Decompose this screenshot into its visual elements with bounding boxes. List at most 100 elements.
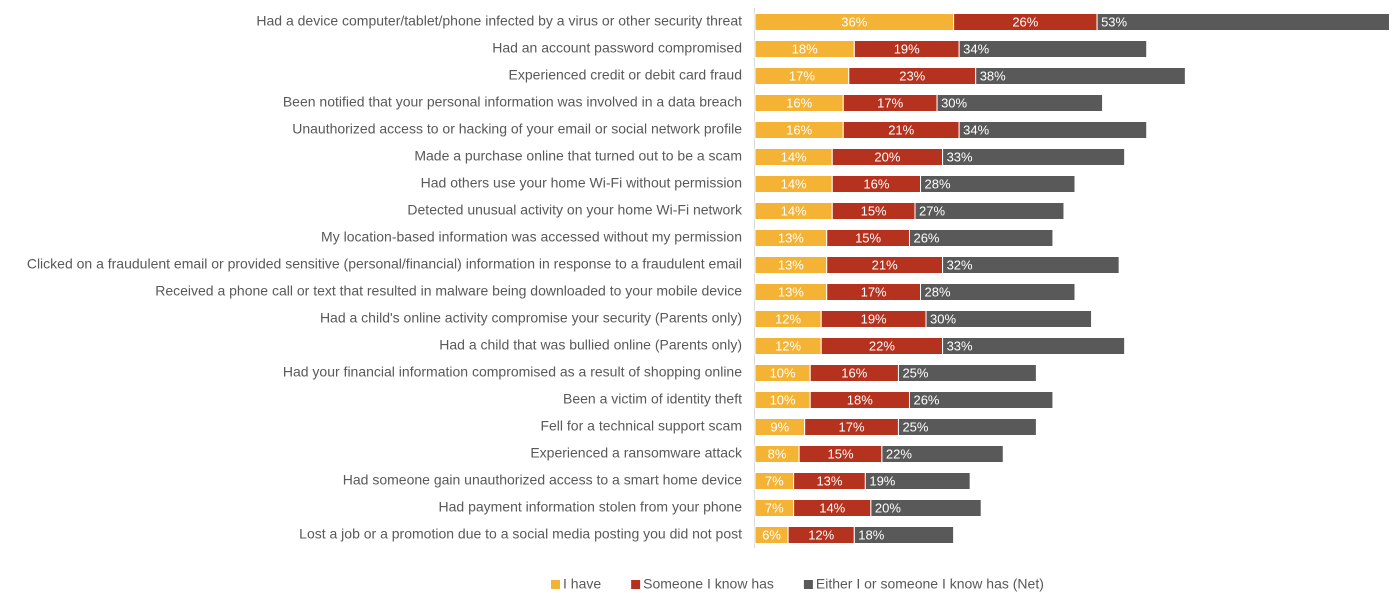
bar-segment <box>958 121 1148 139</box>
value-label: 53% <box>1101 14 1127 29</box>
value-label: 12% <box>808 527 834 542</box>
value-label: 10% <box>770 365 796 380</box>
value-label: 19% <box>894 41 920 56</box>
value-label: 33% <box>947 338 973 353</box>
legend-label: Someone I know has <box>643 576 774 592</box>
legend-swatch <box>803 580 813 589</box>
bar-segment <box>1096 13 1390 31</box>
value-label: 26% <box>913 392 939 407</box>
legend-label: I have <box>563 576 601 592</box>
category-label: Received a phone call or text that resul… <box>155 283 742 299</box>
value-label: 22% <box>869 338 895 353</box>
value-label: 10% <box>770 392 796 407</box>
value-label: 17% <box>789 68 815 83</box>
value-label: 14% <box>781 176 807 191</box>
category-label: Been a victim of identity theft <box>563 391 742 407</box>
value-label: 13% <box>778 230 804 245</box>
category-label: My location-based information was access… <box>321 229 742 245</box>
value-label: 20% <box>875 500 901 515</box>
value-label: 18% <box>858 527 884 542</box>
value-label: 26% <box>1012 14 1038 29</box>
value-label: 34% <box>963 41 989 56</box>
category-label: Made a purchase online that turned out t… <box>414 148 742 164</box>
value-label: 36% <box>841 14 867 29</box>
value-label: 23% <box>899 68 925 83</box>
bar-segment <box>881 445 1004 463</box>
category-label: Had your financial information compromis… <box>283 364 742 380</box>
value-label: 25% <box>902 365 928 380</box>
category-label: Had a child that was bullied online (Par… <box>439 337 742 353</box>
category-label: Had someone gain unauthorized access to … <box>343 472 742 488</box>
value-label: 14% <box>819 500 845 515</box>
bar-segment <box>920 283 1076 301</box>
value-label: 19% <box>869 473 895 488</box>
value-label: 6% <box>762 527 781 542</box>
value-label: 12% <box>775 338 801 353</box>
value-label: 21% <box>872 257 898 272</box>
value-label: 13% <box>778 257 804 272</box>
category-label: Had payment information stolen from your… <box>439 499 743 515</box>
category-label: Been notified that your personal informa… <box>283 94 742 110</box>
bar-segment <box>908 391 1054 409</box>
category-label: Fell for a technical support scam <box>540 418 742 434</box>
category-label: Lost a job or a promotion due to a socia… <box>299 526 742 542</box>
value-label: 7% <box>765 500 784 515</box>
value-label: 13% <box>816 473 842 488</box>
value-label: 16% <box>786 95 812 110</box>
value-label: 32% <box>947 257 973 272</box>
value-label: 14% <box>781 203 807 218</box>
value-label: 8% <box>768 446 787 461</box>
bar-segment <box>914 202 1065 220</box>
bar-segment <box>864 472 971 490</box>
value-label: 18% <box>847 392 873 407</box>
value-label: 17% <box>839 419 865 434</box>
value-label: 30% <box>930 311 956 326</box>
value-label: 19% <box>861 311 887 326</box>
value-label: 34% <box>963 122 989 137</box>
category-label: Detected unusual activity on your home W… <box>407 202 743 218</box>
value-label: 14% <box>781 149 807 164</box>
value-label: 28% <box>925 176 951 191</box>
bar-segment <box>908 229 1054 247</box>
category-label: Had others use your home Wi-Fi without p… <box>421 175 742 191</box>
value-label: 28% <box>925 284 951 299</box>
bar-segment <box>958 40 1148 58</box>
value-label: 33% <box>947 149 973 164</box>
value-label: 17% <box>861 284 887 299</box>
bar-segment <box>853 526 955 544</box>
category-label: Unauthorized access to or hacking of you… <box>292 121 742 137</box>
bar-segment <box>920 175 1076 193</box>
category-label: Clicked on a fraudulent email or provide… <box>27 256 742 272</box>
category-label: Experienced a ransomware attack <box>530 445 743 461</box>
bar-segment <box>897 364 1037 382</box>
value-label: 21% <box>888 122 914 137</box>
value-label: 16% <box>786 122 812 137</box>
category-label: Had an account password compromised <box>492 40 742 56</box>
value-label: 25% <box>902 419 928 434</box>
bar-segment <box>936 94 1104 112</box>
legend-swatch <box>631 580 641 589</box>
value-label: 12% <box>775 311 801 326</box>
value-label: 30% <box>941 95 967 110</box>
bar-segment <box>942 256 1120 274</box>
category-label: Experienced credit or debit card fraud <box>509 67 742 83</box>
value-label: 15% <box>828 446 854 461</box>
value-label: 22% <box>886 446 912 461</box>
category-label: Had a child's online activity compromise… <box>320 310 742 326</box>
value-label: 26% <box>913 230 939 245</box>
bar-segment <box>942 148 1126 166</box>
value-label: 38% <box>980 68 1006 83</box>
value-label: 7% <box>765 473 784 488</box>
value-label: 18% <box>792 41 818 56</box>
bar-segment <box>975 67 1186 85</box>
value-label: 13% <box>778 284 804 299</box>
bar-segment <box>897 418 1037 436</box>
value-label: 20% <box>874 149 900 164</box>
value-label: 15% <box>855 230 881 245</box>
value-label: 16% <box>863 176 889 191</box>
value-label: 16% <box>841 365 867 380</box>
value-label: 17% <box>877 95 903 110</box>
bar-segment <box>870 499 982 517</box>
